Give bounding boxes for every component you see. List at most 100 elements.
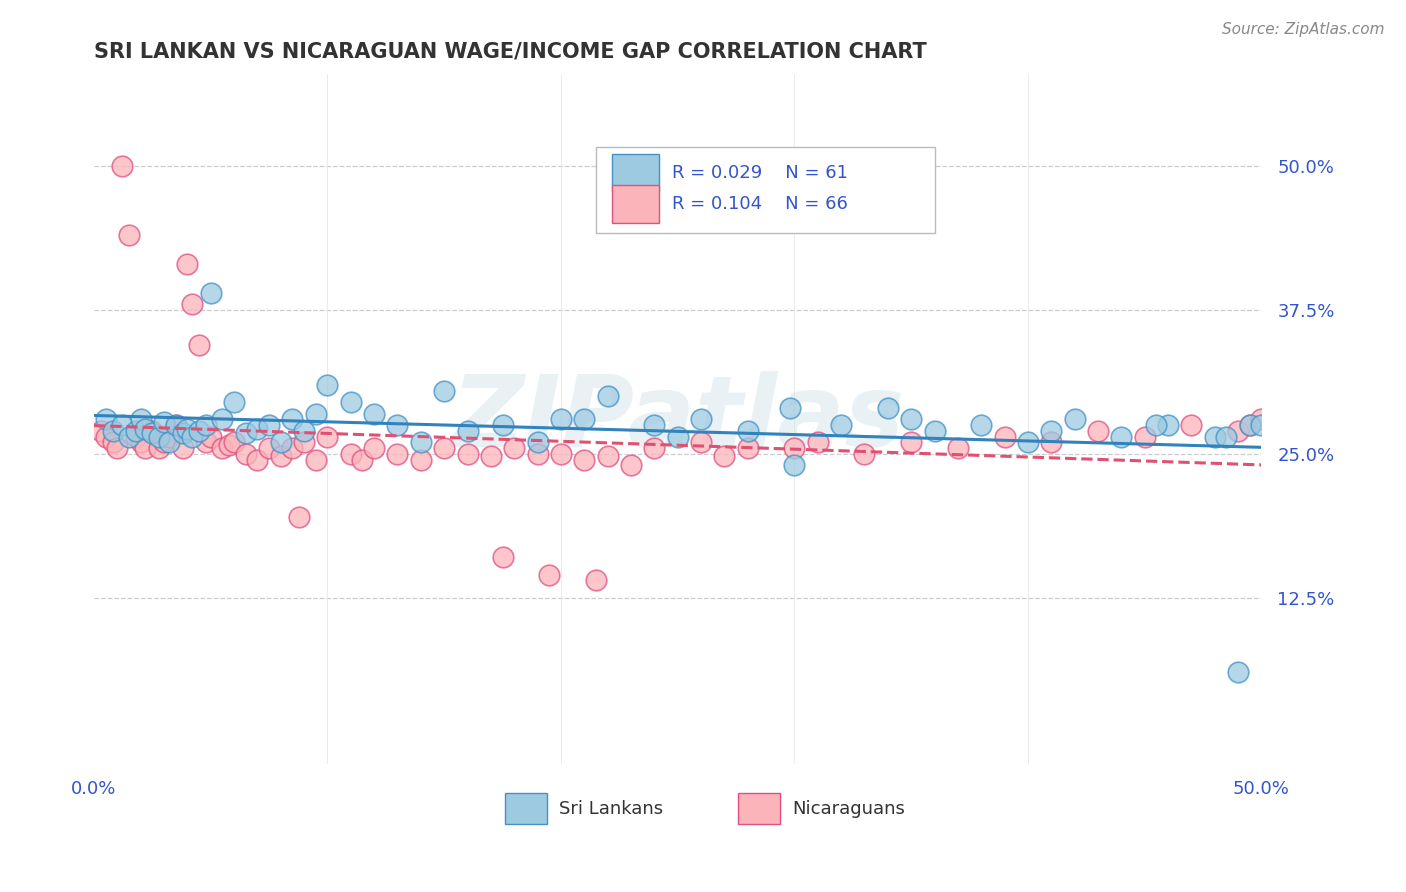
Text: ZIPatlas: ZIPatlas xyxy=(451,371,904,468)
Point xyxy=(288,510,311,524)
Point xyxy=(550,412,572,426)
Point xyxy=(157,430,180,444)
Point xyxy=(188,337,211,351)
Point xyxy=(491,418,513,433)
Point xyxy=(433,441,456,455)
Point xyxy=(387,447,409,461)
Point xyxy=(737,424,759,438)
Point xyxy=(222,435,245,450)
Point xyxy=(352,452,374,467)
Point xyxy=(141,426,163,441)
Point xyxy=(783,441,806,455)
Point xyxy=(195,418,218,433)
Point xyxy=(574,452,596,467)
Point xyxy=(643,441,665,455)
Point xyxy=(596,389,619,403)
Point xyxy=(153,435,176,450)
Point xyxy=(200,285,222,300)
Point xyxy=(526,447,548,461)
Point xyxy=(148,430,170,444)
Point xyxy=(111,160,134,174)
Point xyxy=(281,441,304,455)
Point xyxy=(574,412,596,426)
Point xyxy=(1040,435,1063,450)
Point xyxy=(94,412,117,426)
Point xyxy=(1239,418,1261,433)
Point xyxy=(153,415,176,429)
Point xyxy=(176,422,198,436)
Point xyxy=(292,435,315,450)
Point xyxy=(211,412,233,426)
FancyBboxPatch shape xyxy=(738,793,780,823)
Point xyxy=(409,435,432,450)
Point xyxy=(211,441,233,455)
Point xyxy=(1111,430,1133,444)
Point xyxy=(101,435,124,450)
Point xyxy=(129,412,152,426)
Point xyxy=(181,297,204,311)
Point xyxy=(1250,418,1272,433)
Point xyxy=(1144,418,1167,433)
Point xyxy=(807,435,830,450)
Point xyxy=(125,424,148,438)
Point xyxy=(129,435,152,450)
Point xyxy=(316,430,339,444)
Point xyxy=(1087,424,1109,438)
Point xyxy=(924,424,946,438)
Point xyxy=(526,435,548,450)
Point xyxy=(105,441,128,455)
Point xyxy=(538,567,561,582)
Point xyxy=(246,422,269,436)
Text: Source: ZipAtlas.com: Source: ZipAtlas.com xyxy=(1222,22,1385,37)
Point xyxy=(134,441,156,455)
Point xyxy=(257,418,280,433)
Text: Nicaraguans: Nicaraguans xyxy=(792,800,905,818)
Point xyxy=(363,407,385,421)
Point xyxy=(1227,665,1250,680)
Point xyxy=(596,449,619,463)
Point xyxy=(970,418,993,433)
Point xyxy=(270,449,292,463)
Point xyxy=(165,418,187,433)
Point xyxy=(491,550,513,565)
Point xyxy=(1157,418,1180,433)
Point xyxy=(457,424,479,438)
FancyBboxPatch shape xyxy=(612,153,659,193)
Point xyxy=(235,447,257,461)
Point xyxy=(1040,424,1063,438)
Point xyxy=(316,378,339,392)
Point xyxy=(363,441,385,455)
Point xyxy=(94,430,117,444)
Point xyxy=(1250,412,1272,426)
Point xyxy=(1180,418,1202,433)
Point xyxy=(993,430,1015,444)
Point xyxy=(1133,430,1156,444)
Point xyxy=(1063,412,1085,426)
Point xyxy=(111,418,134,433)
Point xyxy=(172,441,194,455)
Point xyxy=(339,447,361,461)
Point xyxy=(409,452,432,467)
Text: SRI LANKAN VS NICARAGUAN WAGE/INCOME GAP CORRELATION CHART: SRI LANKAN VS NICARAGUAN WAGE/INCOME GAP… xyxy=(94,42,927,62)
Point xyxy=(246,452,269,467)
Point xyxy=(779,401,801,415)
Point xyxy=(90,424,112,438)
Point xyxy=(176,257,198,271)
Point xyxy=(172,426,194,441)
Point xyxy=(134,422,156,436)
Point xyxy=(387,418,409,433)
Point xyxy=(1239,418,1261,433)
Point xyxy=(181,430,204,444)
Point xyxy=(222,395,245,409)
Point xyxy=(876,401,898,415)
Point xyxy=(900,435,922,450)
Point xyxy=(200,430,222,444)
Point xyxy=(853,447,876,461)
Point xyxy=(690,435,713,450)
Point xyxy=(783,458,806,473)
Point xyxy=(643,418,665,433)
FancyBboxPatch shape xyxy=(596,147,935,233)
Point xyxy=(141,424,163,438)
Point xyxy=(620,458,643,473)
Point xyxy=(305,407,328,421)
